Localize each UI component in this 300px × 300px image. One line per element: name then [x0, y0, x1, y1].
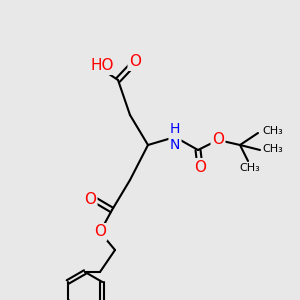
Text: O: O	[194, 160, 206, 175]
Text: CH₃: CH₃	[240, 163, 260, 173]
Text: O: O	[84, 193, 96, 208]
Text: O: O	[94, 224, 106, 239]
Text: O: O	[129, 55, 141, 70]
Text: HO: HO	[90, 58, 114, 74]
Text: CH₃: CH₃	[262, 144, 283, 154]
Text: H
N: H N	[170, 122, 180, 152]
Text: O: O	[212, 133, 224, 148]
Text: CH₃: CH₃	[262, 126, 283, 136]
